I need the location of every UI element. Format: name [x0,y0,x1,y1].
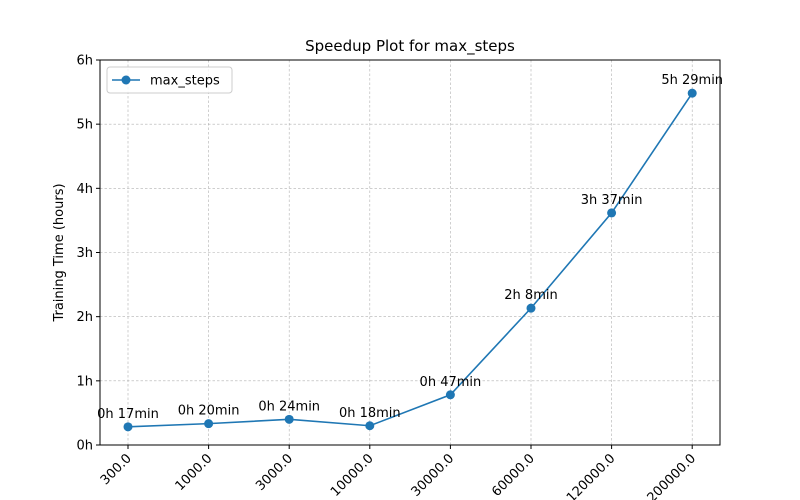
grid [100,59,720,446]
y-tick-label: 3h [76,246,93,261]
data-point [526,303,536,313]
x-tick-label: 1000.0 [173,451,216,494]
data-label: 3h 37min [581,193,643,208]
data-point [123,422,133,432]
data-label: 0h 17min [97,407,159,422]
data-point [284,414,294,424]
y-tick-label: 4h [76,182,93,197]
legend: max_steps [106,66,233,94]
x-tick-label: 10000.0 [328,451,377,500]
data-point [607,208,617,218]
x-tick-label: 200000.0 [645,451,699,500]
y-tick-label: 2h [76,310,93,325]
x-tick-label: 300.0 [98,451,135,488]
x-tick-label: 3000.0 [253,451,296,494]
data-point [365,421,375,431]
data-label: 0h 24min [258,399,320,414]
data-labels: 0h 17min 0h 20min 0h 24min 0h 18min 0h 47min… [97,73,723,422]
data-label: 0h 20min [178,404,240,419]
legend-point-marker [121,75,131,85]
data-label: 0h 18min [339,406,401,421]
y-tick-label: 6h [76,54,93,69]
series-line-max_steps [127,92,693,428]
data-label: 0h 47min [420,375,482,390]
x-axis: 300.0 1000.0 3000.0 10000.0 30000.0 60000.0 12… [98,445,699,500]
x-tick-label: 60000.0 [489,451,538,500]
x-tick-label: 30000.0 [409,451,458,500]
y-axis: 0h 1h 2h 3h 4h 5h 6h [76,54,100,454]
legend-box [106,66,233,94]
chart-title: Speedup Plot for max_steps [305,37,515,56]
data-label: 5h 29min [661,73,723,88]
y-tick-label: 5h [76,118,93,133]
data-point [204,419,214,429]
data-point [687,88,697,98]
data-label: 2h 8min [504,288,557,303]
legend-label: max_steps [150,74,220,89]
y-tick-label: 0h [76,439,93,454]
y-axis-label: Training Time (hours) [52,183,67,322]
series-layer [123,88,697,432]
x-tick-label: 120000.0 [564,451,618,500]
data-point [445,390,455,400]
y-tick-label: 1h [76,374,93,389]
